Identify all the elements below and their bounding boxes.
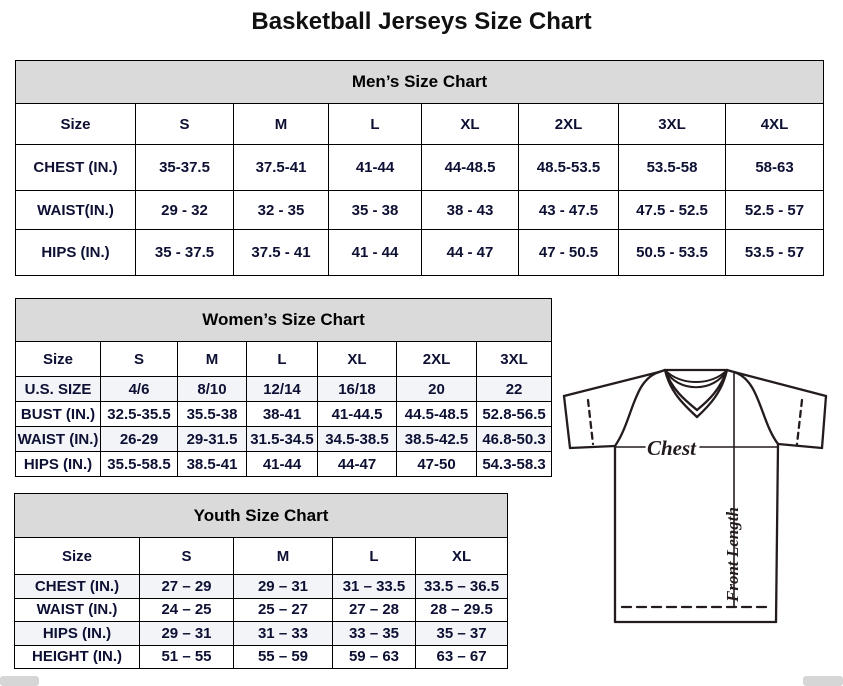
svg-text:Chest: Chest	[647, 436, 697, 460]
svg-text:Front Length: Front Length	[723, 507, 742, 603]
